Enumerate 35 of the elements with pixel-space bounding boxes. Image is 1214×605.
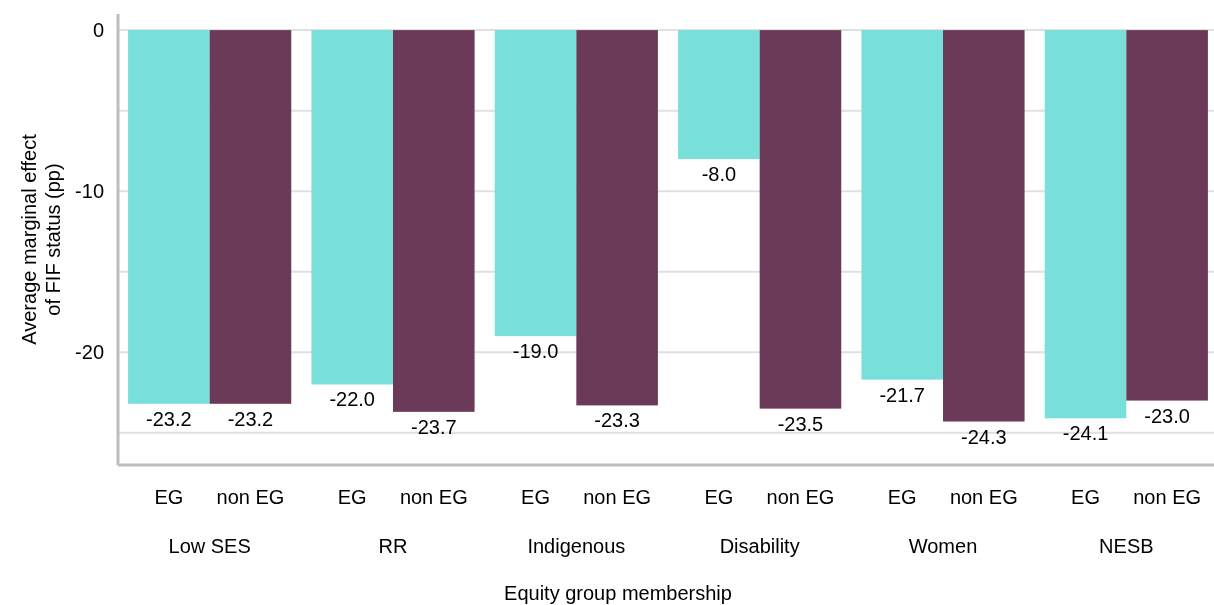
x-tick-label: EG [1071,486,1100,508]
data-label: -23.7 [410,415,457,438]
text: Women [908,535,978,557]
data-label: -8.0 [701,162,737,185]
data-label: -23.3 [594,409,640,432]
data-label: -23.2 [227,407,274,430]
text: Low SES [168,535,251,557]
x-tick-label: non EG [399,486,468,508]
x-tick-label: non EG [583,486,652,508]
x-tick-label: non EG [949,486,1018,508]
x-axis-title: Equity group membership [504,582,732,604]
x-tick-label: EG [704,486,734,508]
x-tick-label: non EG [1133,486,1202,508]
data-label: -22.0 [329,388,376,411]
text: Disability [719,535,800,557]
x-tick-label: EG [337,486,367,508]
data-label: -23.0 [1144,404,1190,427]
y-tick-label: -20 [75,341,104,364]
text: RR [378,535,408,557]
y-tick-label: -10 [75,180,104,203]
data-label: -19.0 [512,340,559,363]
text: NESB [1099,535,1154,557]
data-label: -21.7 [879,383,926,406]
x-tick-label: non EG [216,486,285,508]
x-tick-label: EG [887,486,917,508]
text: Indigenous [527,535,626,557]
data-label: -23.2 [146,407,192,430]
y-axis-title: Average marginal effect of FIF status (pp) [18,133,64,345]
data-label: -24.3 [960,425,1007,448]
data-label: -24.1 [1062,422,1109,445]
x-tick-label: EG [154,486,184,508]
x-tick-label: EG [521,486,550,508]
y-tick-label: 0 [92,19,104,42]
x-tick-label: non EG [766,486,835,508]
data-label: -23.5 [777,412,824,435]
